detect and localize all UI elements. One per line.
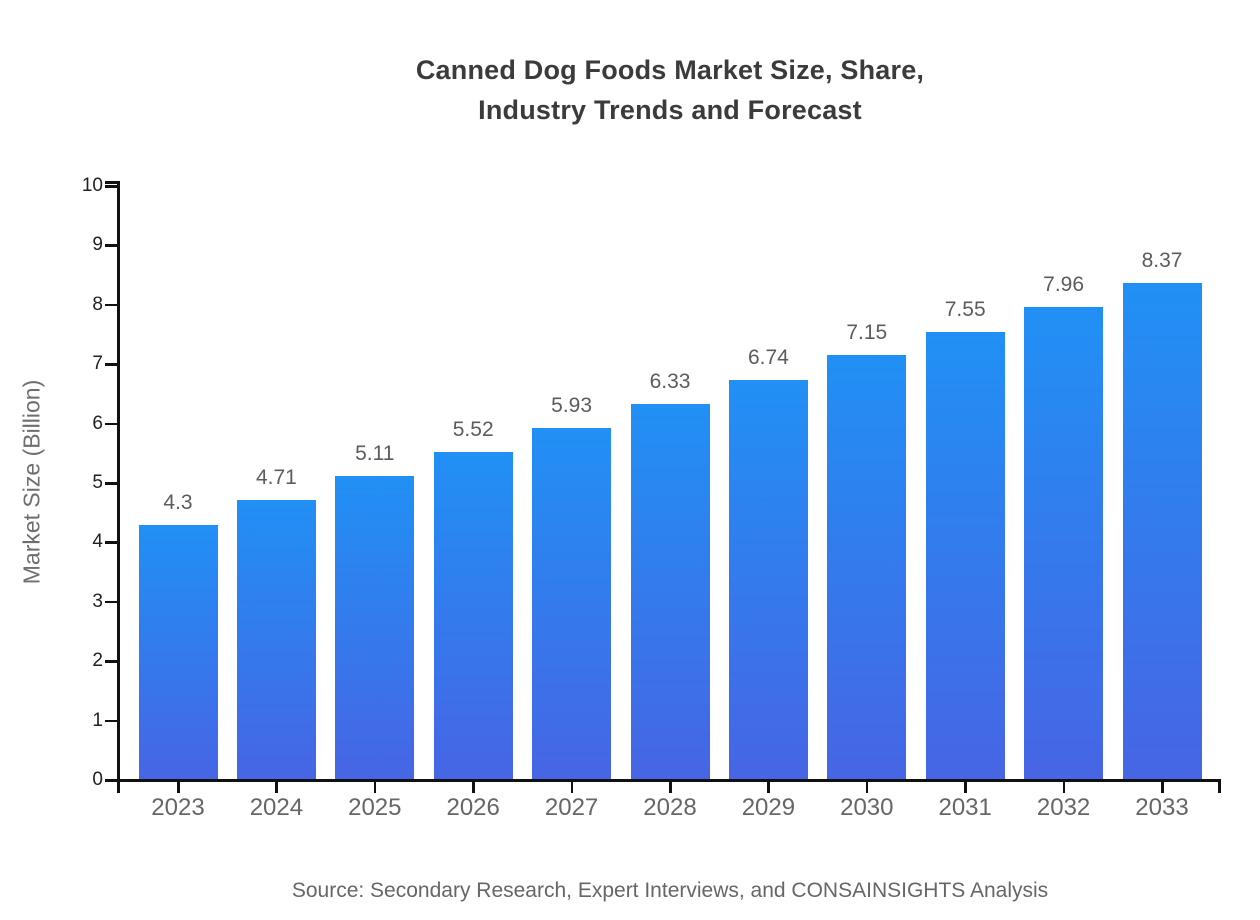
x-tick	[669, 782, 672, 793]
x-tick	[373, 782, 377, 793]
x-tick-label: 2027	[544, 794, 599, 821]
x-tick-label: 2030	[840, 794, 894, 821]
y-tick	[105, 363, 117, 366]
bar	[1122, 282, 1202, 779]
x-axis-end-tick	[1218, 782, 1221, 793]
y-tick-label: 5	[92, 472, 103, 493]
source-note: Source: Secondary Research, Expert Inter…	[291, 879, 1049, 902]
x-tick-label: 2026	[446, 794, 500, 821]
x-tick-label: 2023	[151, 794, 205, 821]
y-tick	[105, 600, 117, 604]
y-tick	[105, 303, 117, 307]
x-axis-line	[117, 779, 1221, 782]
x-tick-label: 2032	[1036, 794, 1091, 821]
x-tick	[865, 782, 869, 793]
y-tick-label: 0	[92, 769, 103, 790]
x-tick	[570, 782, 574, 793]
y-tick	[105, 719, 117, 723]
bar	[433, 452, 513, 779]
x-tick	[964, 782, 967, 793]
x-tick	[1062, 782, 1066, 793]
chart-title: Canned Dog Foods Market Size, Share, Indu…	[80, 50, 1260, 130]
bar	[827, 355, 907, 779]
y-tick-label: 7	[92, 353, 103, 375]
x-tick	[177, 782, 180, 793]
bar	[138, 524, 218, 779]
x-tick-label: 2025	[348, 794, 402, 821]
bar-value-label: 6.74	[747, 345, 789, 369]
bar-value-label: 5.93	[551, 393, 593, 417]
bar	[236, 500, 316, 779]
bar-value-label: 6.33	[649, 369, 691, 393]
bar-value-label: 5.11	[355, 442, 395, 466]
bar-value-label: 8.37	[1141, 248, 1183, 272]
y-tick-label: 9	[92, 234, 103, 256]
bar	[728, 379, 808, 779]
bar-value-label: 7.55	[944, 297, 986, 321]
y-tick	[105, 779, 117, 782]
y-tick-label: 2	[92, 650, 103, 672]
bar-value-label: 7.96	[1043, 273, 1085, 297]
bar	[925, 331, 1005, 779]
x-tick-label: 2028	[643, 794, 697, 821]
x-tick-label: 2029	[741, 794, 796, 821]
bar	[532, 427, 612, 779]
y-axis-line	[117, 181, 120, 793]
x-tick-label: 2033	[1135, 794, 1189, 821]
bar-value-label: 4.71	[255, 466, 297, 490]
y-tick-label: 1	[92, 709, 103, 731]
x-tick	[1161, 782, 1164, 793]
y-tick	[105, 185, 117, 188]
x-tick-label: 2031	[938, 794, 992, 821]
y-tick	[105, 482, 117, 485]
y-tick	[105, 660, 117, 663]
x-tick	[275, 782, 278, 793]
x-tick	[472, 782, 475, 793]
bar-value-label: 4.3	[163, 490, 193, 514]
y-tick	[105, 422, 117, 426]
y-tick-label: 6	[92, 412, 103, 434]
chart-title-line-2: Industry Trends and Forecast	[478, 95, 862, 125]
x-tick	[767, 782, 770, 793]
bar	[1024, 307, 1104, 779]
y-tick-label: 3	[92, 590, 103, 612]
chart-title-line-1: Canned Dog Foods Market Size, Share,	[415, 55, 925, 85]
y-tick	[105, 541, 117, 544]
bar-value-label: 5.52	[452, 418, 494, 442]
y-tick-label: 10	[81, 175, 103, 196]
y-axis-top-cap	[105, 181, 117, 184]
bar	[335, 476, 415, 779]
y-tick	[105, 244, 117, 247]
bar-value-label: 7.15	[846, 321, 888, 345]
y-tick-label: 8	[92, 293, 103, 315]
x-tick-label: 2024	[249, 794, 304, 821]
y-tick-label: 4	[92, 531, 103, 553]
bar	[630, 403, 710, 779]
